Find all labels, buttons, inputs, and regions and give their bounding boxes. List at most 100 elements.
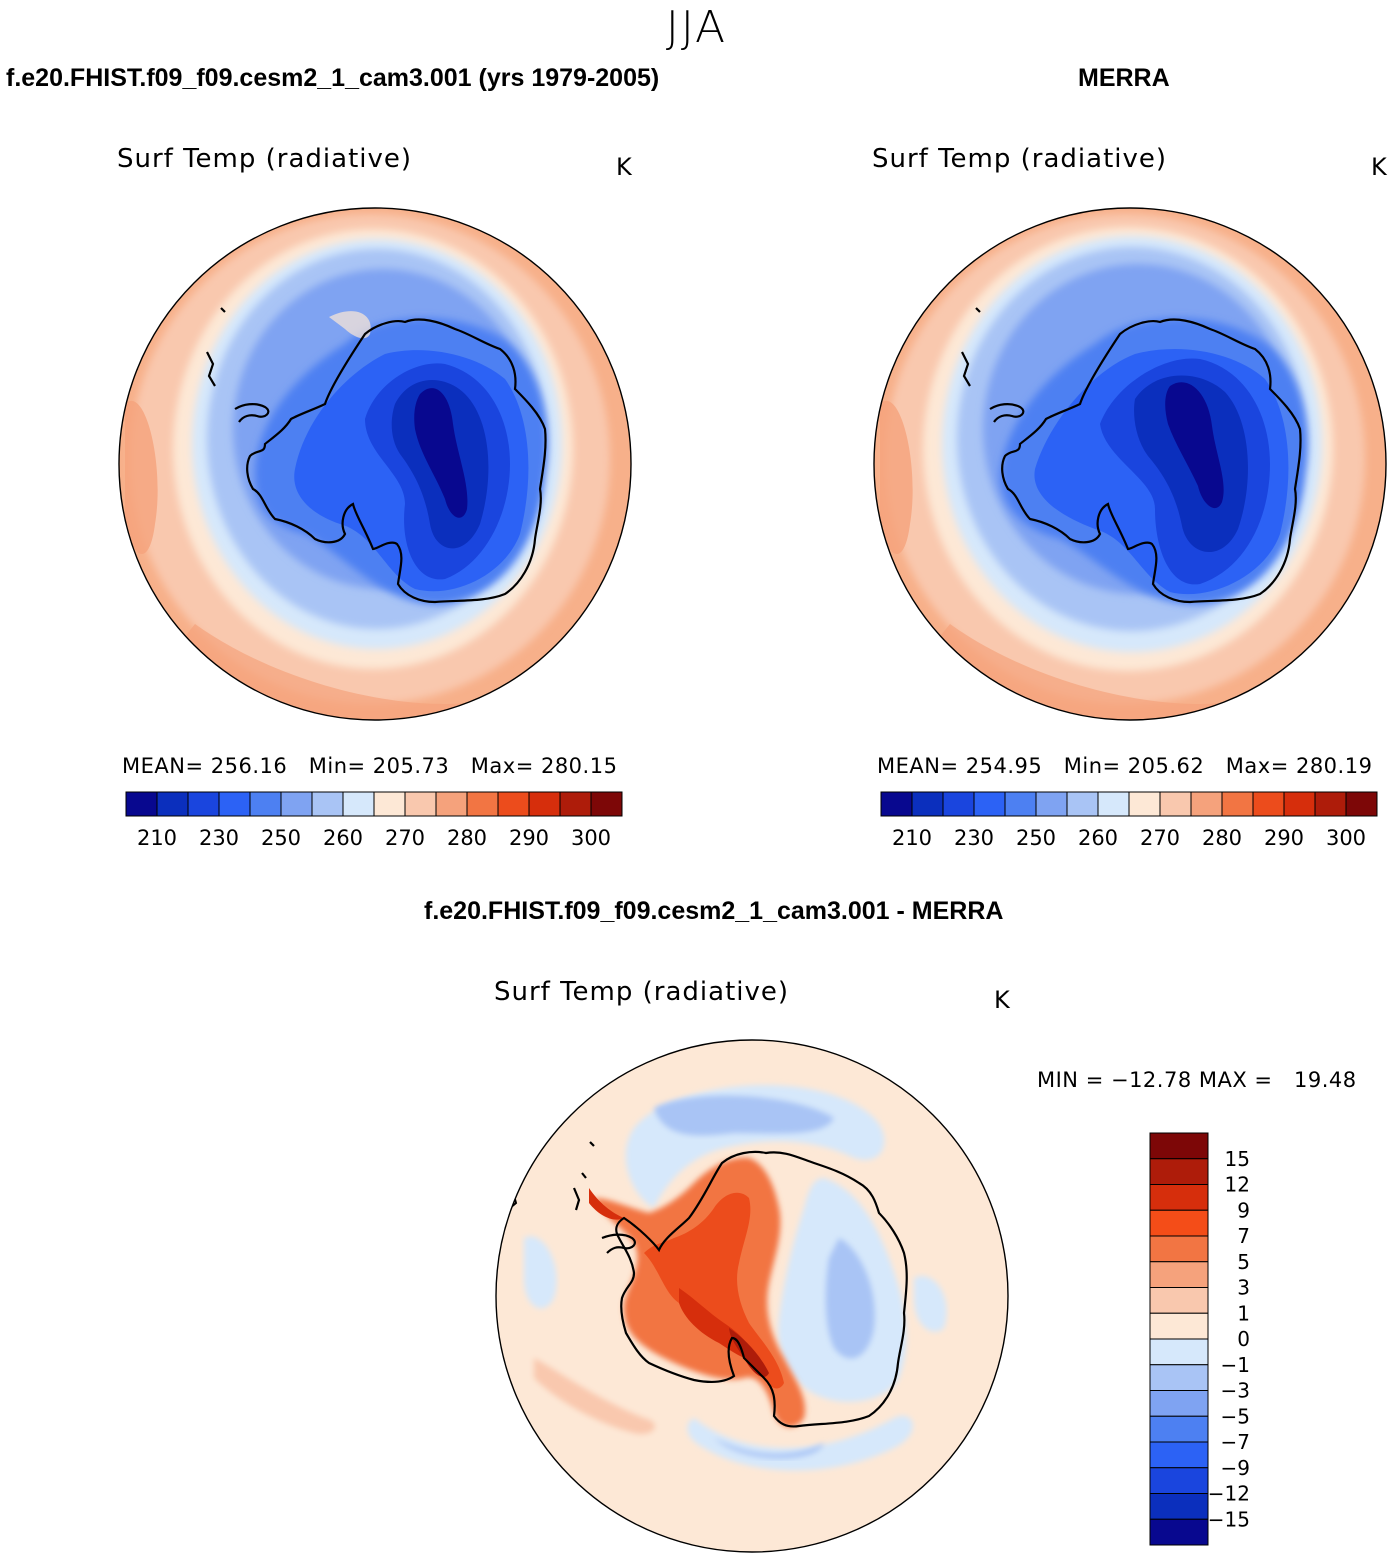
model-colorbar-tick-label: 230	[199, 826, 239, 850]
diff-colorbar-tick-label: −12	[1208, 1482, 1250, 1506]
model-colorbar: 210 230 250 260 270 280 290 300	[125, 791, 623, 850]
obs-colorbar-swatch	[1159, 791, 1192, 817]
obs-colorbar-swatch	[1221, 791, 1254, 817]
obs-colorbar-swatch	[1066, 791, 1099, 817]
model-colorbar-swatch	[466, 791, 499, 817]
model-colorbar-swatch	[342, 791, 375, 817]
obs-colorbar-swatch	[1035, 791, 1068, 817]
diff-case-title: f.e20.FHIST.f09_f09.cesm2_1_cam3.001 - M…	[424, 897, 1004, 925]
diff-colorbar-tick-label: 9	[1237, 1198, 1250, 1222]
obs-colorbar-tick-label: 270	[1140, 826, 1180, 850]
model-antarctica-coastline	[246, 318, 547, 604]
obs-stats: MEAN= 254.95 Min= 205.62 Max= 280.19	[877, 754, 1373, 778]
model-colorbar-swatch	[404, 791, 437, 817]
obs-colorbar-swatch	[1097, 791, 1130, 817]
model-colorbar-swatch	[435, 791, 468, 817]
model-colorbar-tick-label: 260	[323, 826, 363, 850]
obs-colorbar-swatch	[1345, 791, 1378, 817]
obs-colorbar-tick-label: 210	[892, 826, 932, 850]
model-colorbar-swatch	[373, 791, 406, 817]
obs-colorbar-tick-label: 250	[1016, 826, 1056, 850]
obs-colorbar-swatch	[880, 791, 913, 817]
diff-variable-name: Surf Temp (radiative)	[494, 977, 790, 1007]
diff-colorbar-swatch	[1149, 1390, 1209, 1417]
obs-colorbar-swatch	[1283, 791, 1316, 817]
obs-case-title: MERRA	[1078, 64, 1170, 92]
diff-colorbar-swatch	[1149, 1338, 1209, 1366]
diff-colorbar-swatch	[1149, 1184, 1209, 1211]
obs-colorbar-tick-label: 230	[954, 826, 994, 850]
diff-min-max: MIN = −12.78 MAX = 19.48	[1037, 1068, 1357, 1092]
diff-colorbar-swatch	[1149, 1518, 1209, 1546]
model-colorbar-tick-label: 290	[509, 826, 549, 850]
model-colorbar-swatch	[187, 791, 220, 817]
diff-colorbar-swatch	[1149, 1209, 1209, 1237]
diff-colorbar-tick-label: −7	[1221, 1430, 1250, 1454]
obs-colorbar-tick-label: 280	[1202, 826, 1242, 850]
diff-colorbar-swatch	[1149, 1132, 1209, 1160]
obs-colorbar-swatch	[1190, 791, 1223, 817]
model-colorbar-swatch	[528, 791, 561, 817]
diff-colorbar-swatch	[1149, 1235, 1209, 1263]
diff-colorbar-tick-label: −9	[1221, 1456, 1250, 1480]
model-colorbar-swatch	[249, 791, 282, 817]
obs-colorbar-swatch	[911, 791, 944, 817]
diff-polar-map	[495, 1039, 1009, 1553]
model-map-border	[118, 207, 632, 721]
diff-antarctica-coastline	[615, 1150, 908, 1428]
diff-units: K	[994, 986, 1010, 1014]
diff-colorbar-tick-label: −3	[1221, 1379, 1250, 1403]
model-colorbar-swatch	[218, 791, 251, 817]
diff-colorbar-tick-label: 5	[1237, 1250, 1250, 1274]
model-variable-name: Surf Temp (radiative)	[117, 144, 413, 174]
model-colorbar-swatch	[311, 791, 344, 817]
obs-colorbar-swatch	[1314, 791, 1347, 817]
obs-units: K	[1371, 153, 1387, 181]
diff-colorbar-tick-label: −5	[1221, 1404, 1250, 1428]
obs-colorbar-swatch	[1004, 791, 1037, 817]
diff-colorbar-swatch	[1149, 1441, 1209, 1469]
obs-antarctica-coastline	[1001, 318, 1302, 604]
model-colorbar-swatch	[125, 791, 158, 817]
obs-variable-name: Surf Temp (radiative)	[872, 144, 1168, 174]
model-colorbar-tick-label: 270	[385, 826, 425, 850]
obs-colorbar: 210 230 250 260 270 280 290 300	[880, 791, 1378, 850]
diff-colorbar-swatch	[1149, 1364, 1209, 1391]
diff-colorbar-swatch	[1149, 1415, 1209, 1443]
diff-colorbar-tick-label: −15	[1208, 1507, 1250, 1531]
obs-colorbar-tick-label: 260	[1078, 826, 1118, 850]
diff-colorbar-tick-label: 3	[1237, 1276, 1250, 1300]
model-colorbar-tick-label: 210	[137, 826, 177, 850]
obs-polar-map	[873, 207, 1387, 721]
obs-colorbar-swatch	[1252, 791, 1285, 817]
diff-colorbar-tick-label: 15	[1225, 1147, 1250, 1171]
model-case-title: f.e20.FHIST.f09_f09.cesm2_1_cam3.001 (yr…	[6, 64, 660, 92]
model-colorbar-tick-label: 280	[447, 826, 487, 850]
model-units: K	[616, 153, 632, 181]
diff-colorbar-swatch	[1149, 1467, 1209, 1494]
obs-colorbar-tick-label: 300	[1326, 826, 1366, 850]
model-colorbar-swatch	[156, 791, 189, 817]
model-colorbar-swatch	[590, 791, 623, 817]
diff-colorbar-swatch	[1149, 1312, 1209, 1340]
model-colorbar-swatch	[559, 791, 592, 817]
obs-colorbar-swatch	[1128, 791, 1161, 817]
diff-colorbar-tick-label: 1	[1237, 1301, 1250, 1325]
model-colorbar-tick-label: 300	[571, 826, 611, 850]
model-colorbar-swatch	[280, 791, 313, 817]
model-stats: MEAN= 256.16 Min= 205.73 Max= 280.15	[122, 754, 618, 778]
diff-colorbar-tick-label: 7	[1237, 1224, 1250, 1248]
diff-colorbar-tick-label: 0	[1237, 1327, 1250, 1351]
model-polar-map	[118, 207, 632, 721]
diff-colorbar-swatch	[1149, 1287, 1209, 1314]
season-title: JJA	[665, 2, 728, 53]
obs-colorbar-swatch	[942, 791, 975, 817]
obs-colorbar-tick-label: 290	[1264, 826, 1304, 850]
diff-colorbar-tick-label: −1	[1221, 1353, 1250, 1377]
diff-colorbar-swatch	[1149, 1158, 1209, 1185]
model-colorbar-swatch	[497, 791, 530, 817]
diff-colorbar-swatch	[1149, 1261, 1209, 1288]
model-colorbar-tick-label: 250	[261, 826, 301, 850]
diff-colorbar-tick-label: 12	[1225, 1173, 1250, 1197]
